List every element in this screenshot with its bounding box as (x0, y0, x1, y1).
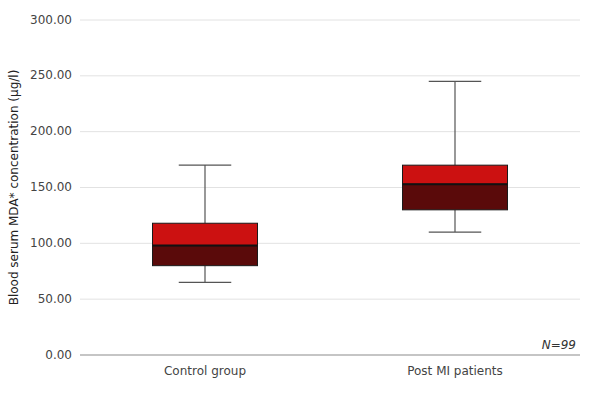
lower-whisker (429, 210, 482, 232)
lower-whisker (179, 266, 232, 283)
box-lower-half (153, 246, 258, 266)
y-axis-label: Blood serum MDA* concentration (µg/l) (7, 70, 21, 306)
chart: 0.00 50.00 100.00 150.00 200.00 250.00 300.00 C… (0, 0, 600, 400)
y-tick-label: 100.00 (30, 236, 72, 250)
annotation: N=99 (542, 338, 576, 352)
y-tick-label: 200.00 (30, 124, 72, 138)
y-tick-label: 50.00 (38, 292, 72, 306)
median-line (403, 183, 508, 185)
box-upper-half (403, 165, 508, 184)
grid-line (80, 299, 580, 300)
grid-line (80, 75, 580, 76)
grid-line (80, 20, 580, 21)
box-upper-half (153, 223, 258, 245)
grid-line (80, 131, 580, 132)
y-tick-label: 250.00 (30, 68, 72, 82)
boxes (153, 81, 508, 282)
grid-line (80, 355, 580, 356)
chart-container: 0.00 50.00 100.00 150.00 200.00 250.00 300.00 C… (0, 0, 600, 400)
x-tick-label: Control group (164, 364, 246, 378)
box (153, 165, 258, 282)
y-tick-label: 300.00 (30, 13, 72, 27)
x-axis: Control group Post MI patients (164, 364, 503, 378)
x-axis-line (80, 355, 580, 356)
upper-whisker (179, 165, 232, 223)
y-tick-label: 150.00 (30, 180, 72, 194)
box-lower-half (403, 184, 508, 210)
y-axis: 0.00 50.00 100.00 150.00 200.00 250.00 300.00 (30, 13, 72, 362)
upper-whisker (429, 81, 482, 165)
x-tick-label: Post MI patients (407, 364, 503, 378)
box (403, 81, 508, 232)
grid (80, 20, 580, 355)
y-tick-label: 0.00 (45, 348, 72, 362)
median-line (153, 245, 258, 247)
